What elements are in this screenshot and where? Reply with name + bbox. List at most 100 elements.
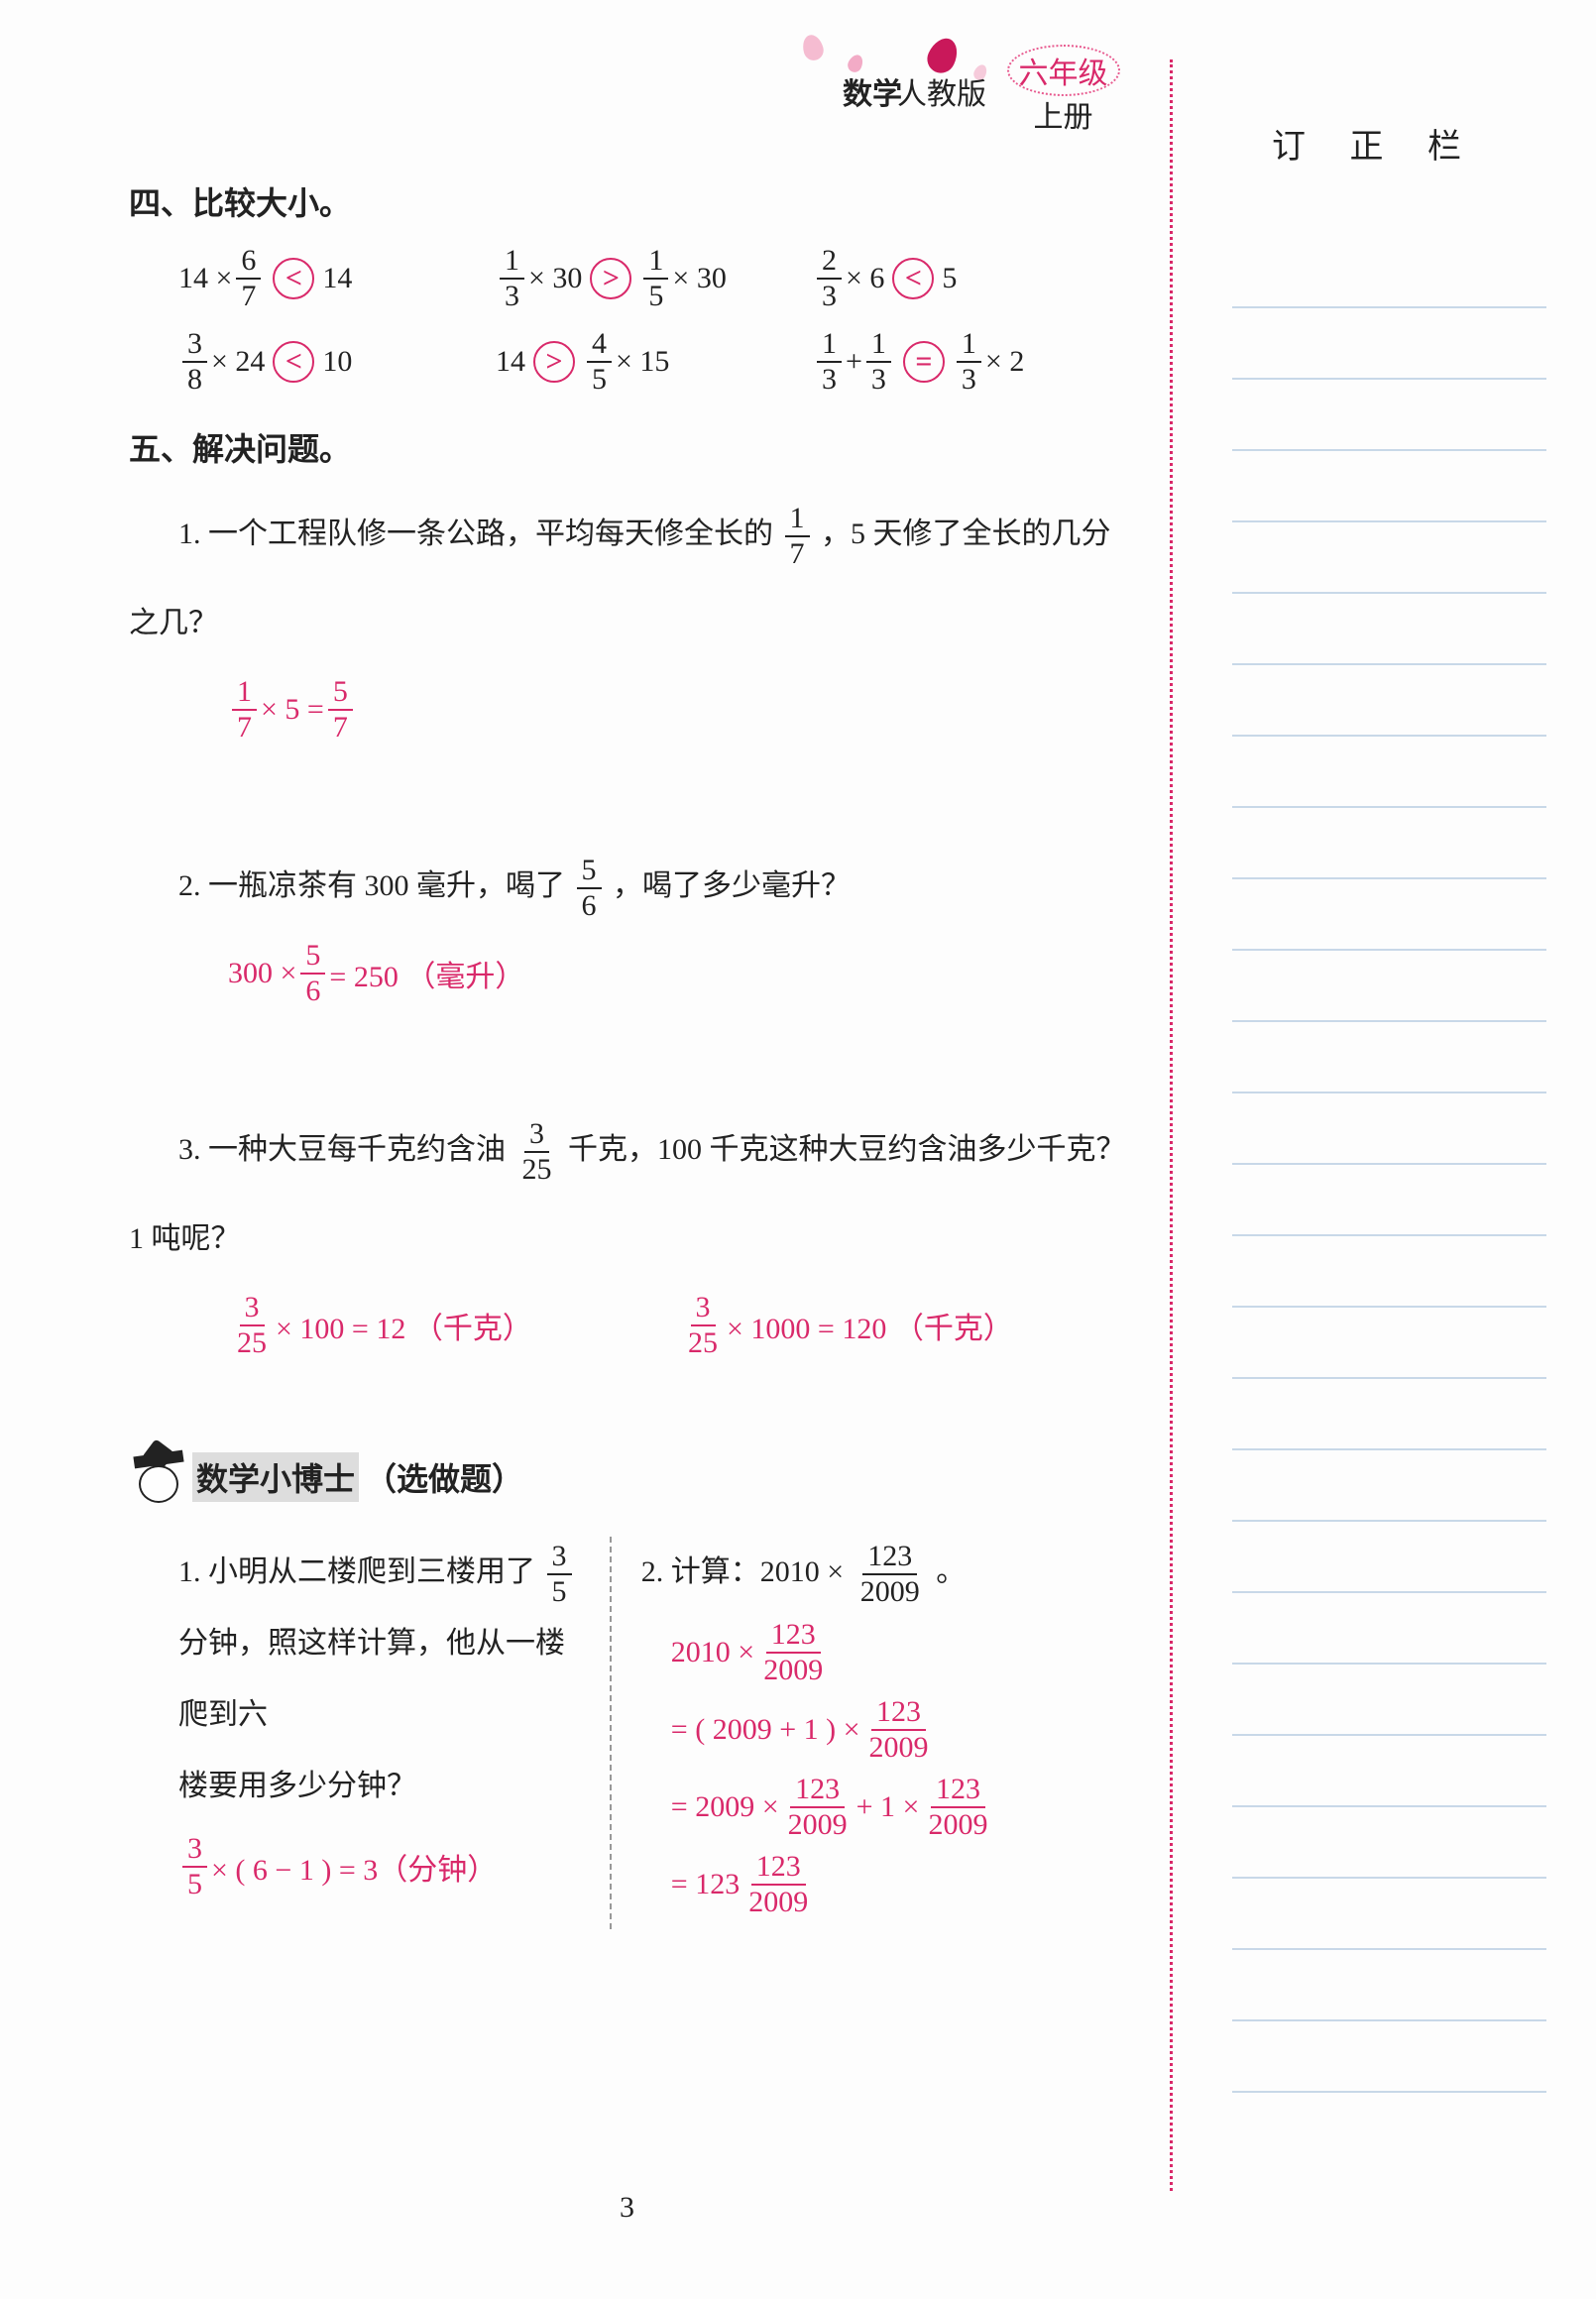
answer-3a: 325 × 100 = 12 （千克）: [228, 1293, 679, 1358]
xbs-subtitle: （选做题）: [365, 1454, 523, 1500]
fraction: 325: [517, 1119, 557, 1185]
text: 楼要用多少分钟？: [178, 1751, 590, 1822]
fraction: 13: [866, 329, 891, 395]
text: 2. 一瓶凉茶有 300 毫升，喝了: [178, 869, 565, 902]
text: = ( 2009 + 1 ) ×: [671, 1713, 860, 1747]
text: 1. 小明从二楼爬到三楼用了: [178, 1555, 535, 1588]
note-line: [1232, 808, 1546, 879]
note-line: [1232, 1236, 1546, 1308]
note-line: [1232, 594, 1546, 665]
text: 2010 ×: [671, 1636, 754, 1669]
volume-label: 上册: [996, 92, 1130, 136]
sidebar-title: 订 正 栏: [1272, 119, 1546, 168]
text: 14: [496, 345, 525, 379]
text: 5: [942, 262, 957, 295]
note-line: [1232, 308, 1546, 380]
calc-step: = 123 1232009: [671, 1852, 1130, 1917]
petal-icon: [800, 33, 826, 62]
page-header: 数学 人教版 六年级 上册: [129, 40, 1130, 129]
text: 分钟，照这样计算，他从一楼爬到六: [178, 1608, 590, 1751]
text: 14 ×: [178, 262, 232, 295]
compare-item: 38 × 24 < 10: [178, 329, 496, 395]
xbs-q1-answer: 35 × ( 6 − 1 ) = 3（分钟）: [178, 1834, 590, 1899]
page-number: 3: [620, 2191, 634, 2225]
compare-row-1: 14 × 67 < 14 13 × 30 > 15 × 30 23 × 6 < …: [178, 246, 1130, 311]
calc-step: = 2009 × 1232009 + 1 × 1232009: [671, 1775, 1130, 1840]
edition-label: 人教版: [897, 69, 986, 113]
comparison-operator: <: [273, 341, 314, 383]
fraction: 1232009: [923, 1775, 992, 1840]
fraction: 1232009: [758, 1620, 828, 1685]
compare-item: 23 × 6 < 5: [813, 246, 1130, 311]
text: = 123: [671, 1868, 740, 1901]
scholar-icon: [129, 1447, 188, 1507]
comparison-operator: >: [590, 258, 631, 299]
fraction: 23: [817, 246, 842, 311]
text: ，喝了多少毫升？: [613, 869, 851, 902]
xbs-title: 数学小博士: [192, 1452, 359, 1502]
text: × 30: [672, 262, 726, 295]
note-line: [1232, 1022, 1546, 1093]
section-5-title: 五、解决问题。: [129, 424, 1130, 470]
text: + 1 ×: [856, 1790, 920, 1824]
note-line: [1232, 1950, 1546, 2021]
text: 300 ×: [228, 957, 296, 990]
comparison-operator: <: [273, 258, 314, 299]
text: = 250 （毫升）: [329, 952, 524, 995]
text: × 1000 = 120 （千克）: [727, 1304, 1013, 1347]
note-line: [1232, 1522, 1546, 1593]
calc-step: = ( 2009 + 1 ) × 1232009: [671, 1697, 1130, 1763]
text: 10: [322, 345, 352, 379]
problem-1-cont: 之几？: [129, 589, 1130, 657]
fraction: 325: [683, 1293, 723, 1358]
comparison-operator: =: [903, 341, 945, 383]
correction-sidebar: 订 正 栏: [1170, 59, 1546, 2191]
compare-row-2: 38 × 24 < 10 14 > 45 × 15 13 + 13 = 13 ×…: [178, 329, 1130, 395]
answer-2: 300 × 56 = 250 （毫升）: [228, 941, 1130, 1006]
fraction: 38: [182, 329, 207, 395]
calc-step: 2010 × 1232009: [671, 1620, 1130, 1685]
text: ，5 天修了全长的几分: [821, 517, 1111, 550]
note-line: [1232, 237, 1546, 308]
compare-item: 14 × 67 < 14: [178, 246, 496, 311]
note-line: [1232, 1807, 1546, 1879]
compare-item: 13 + 13 = 13 × 2: [813, 329, 1130, 395]
fraction: 17: [232, 677, 257, 743]
xbs-q2: 2. 计算：2010 × 1232009 。 2010 × 1232009 = …: [610, 1537, 1130, 1929]
compare-item: 14 > 45 × 15: [496, 329, 813, 395]
fraction: 1232009: [743, 1852, 813, 1917]
text: × ( 6 − 1 ) = 3（分钟）: [211, 1845, 497, 1889]
fraction: 35: [182, 1834, 207, 1899]
note-line: [1232, 451, 1546, 522]
text: 14: [322, 262, 352, 295]
answer-3b: 325 × 1000 = 120 （千克）: [679, 1293, 1130, 1358]
note-line: [1232, 2021, 1546, 2093]
fraction: 56: [577, 856, 602, 921]
xbs-q1: 1. 小明从二楼爬到三楼用了 35 分钟，照这样计算，他从一楼爬到六 楼要用多少…: [129, 1537, 610, 1929]
section-4-title: 四、比较大小。: [129, 178, 1130, 224]
problem-1: 1. 一个工程队修一条公路，平均每天修全长的 17 ，5 天修了全长的几分: [178, 500, 1130, 569]
text: × 2: [985, 345, 1024, 379]
note-line: [1232, 1593, 1546, 1665]
text: × 24: [211, 345, 265, 379]
note-line: [1232, 1879, 1546, 1950]
math-doctor-header: 数学小博士 （选做题）: [129, 1447, 1130, 1507]
fraction: 57: [328, 677, 353, 743]
fraction: 35: [547, 1542, 572, 1607]
note-line: [1232, 737, 1546, 808]
problem-3-cont: 1 吨呢？: [129, 1205, 1130, 1273]
note-line: [1232, 879, 1546, 951]
fraction: 1232009: [855, 1542, 925, 1607]
text: × 30: [528, 262, 582, 295]
fraction: 13: [500, 246, 524, 311]
text: 1. 一个工程队修一条公路，平均每天修全长的: [178, 517, 773, 550]
fraction: 56: [300, 941, 325, 1006]
note-line: [1232, 522, 1546, 594]
fraction: 17: [785, 504, 810, 569]
text: × 5 =: [261, 693, 324, 727]
text: 。: [936, 1555, 966, 1588]
comparison-operator: <: [892, 258, 934, 299]
fraction: 15: [643, 246, 668, 311]
problem-3: 3. 一种大豆每千克约含油 325 千克，100 千克这种大豆约含油多少千克？: [178, 1115, 1130, 1185]
fraction: 1232009: [783, 1775, 853, 1840]
